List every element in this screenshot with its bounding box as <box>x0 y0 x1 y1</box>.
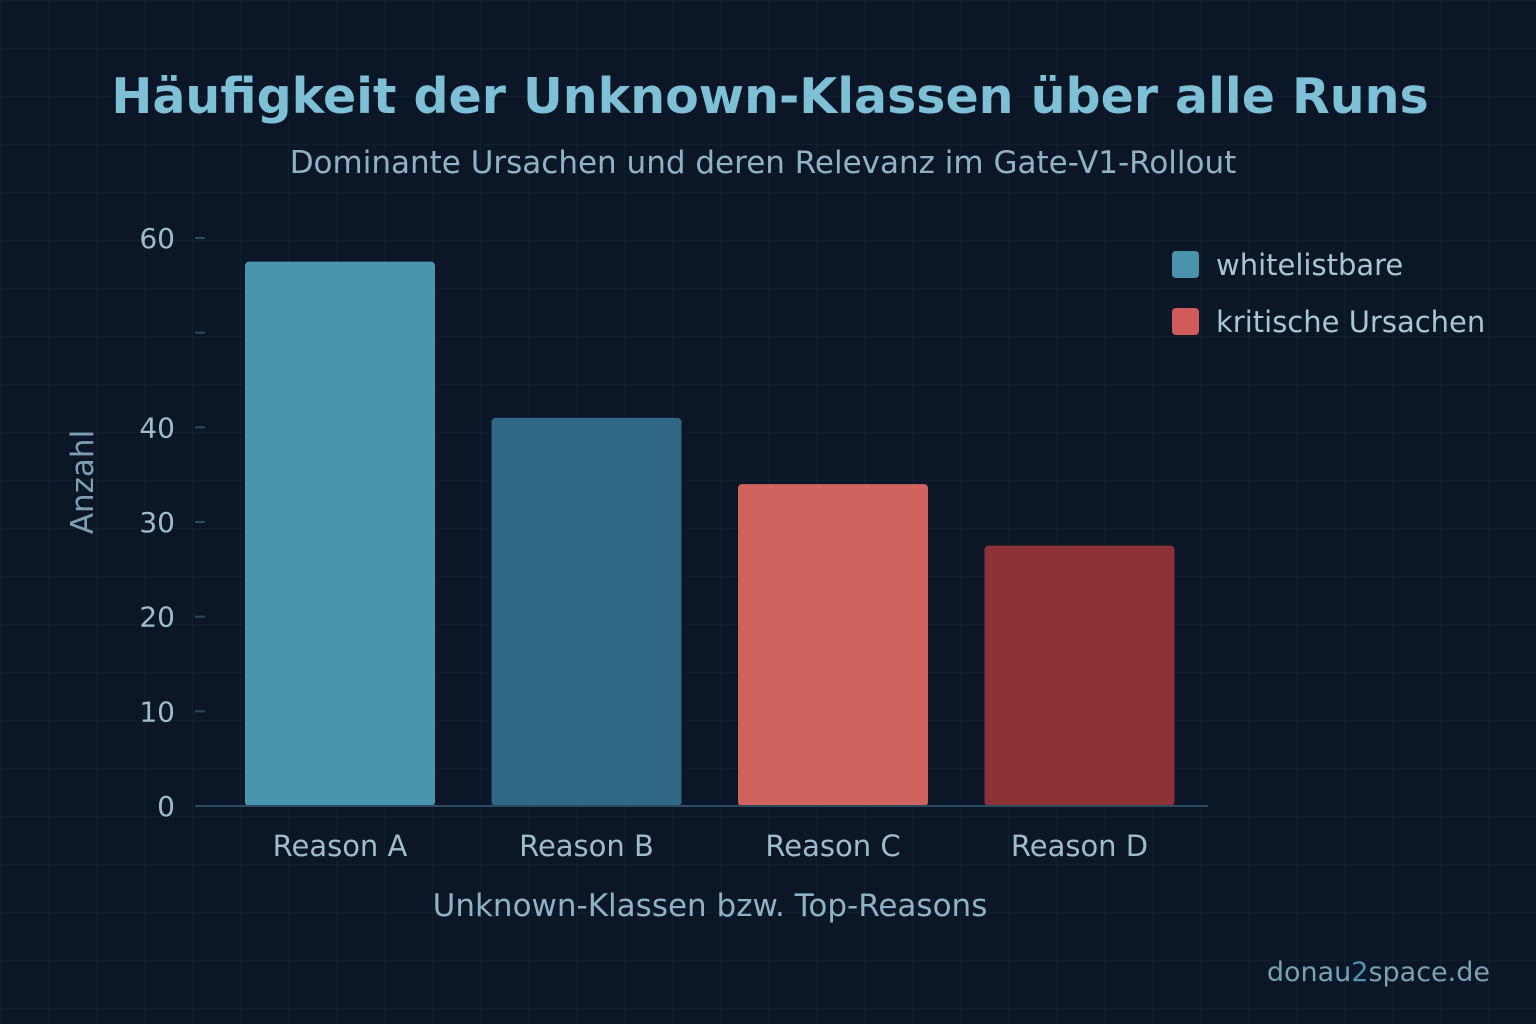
bar-reason-a <box>245 261 435 807</box>
y-tick-label: 0 <box>157 790 175 823</box>
y-axis-label: Anzahl <box>65 430 101 534</box>
y-tick-label: 30 <box>139 506 175 539</box>
chart-title: Häufigkeit der Unknown-Klassen über alle… <box>111 68 1428 125</box>
x-tick-label: Reason B <box>519 829 654 863</box>
legend-label-kritische-ursachen: kritische Ursachen <box>1216 305 1485 339</box>
legend-swatch-kritische-ursachen <box>1172 308 1199 335</box>
y-tick-label: 60 <box>139 222 175 255</box>
x-tick-label: Reason D <box>1011 829 1148 863</box>
bar-series <box>245 261 1175 807</box>
brand-accent: 2 <box>1351 957 1369 988</box>
x-tick-label: Reason C <box>765 829 900 863</box>
x-axis-tick-labels: Reason A Reason B Reason C Reason D <box>273 829 1149 863</box>
brand-suffix: space.de <box>1368 957 1490 988</box>
chart-subtitle: Dominante Ursachen und deren Relevanz im… <box>290 145 1237 181</box>
brand-watermark: donau2space.de <box>1267 957 1490 988</box>
legend: whitelistbare kritische Ursachen <box>1172 248 1485 339</box>
legend-swatch-whitelistbare <box>1172 251 1199 278</box>
y-axis-ticks: 0 10 20 30 40 60 <box>139 222 205 823</box>
bar-reason-c <box>738 484 928 806</box>
y-tick-label: 10 <box>139 695 175 728</box>
bar-reason-b <box>491 417 682 806</box>
y-tick-label: 40 <box>139 411 175 444</box>
y-tick-label: 20 <box>139 601 175 634</box>
x-axis-label: Unknown-Klassen bzw. Top-Reasons <box>433 888 988 924</box>
x-tick-label: Reason A <box>273 829 408 863</box>
bar-reason-d <box>984 545 1175 806</box>
brand-prefix: donau <box>1266 957 1352 988</box>
legend-label-whitelistbare: whitelistbare <box>1216 248 1403 282</box>
